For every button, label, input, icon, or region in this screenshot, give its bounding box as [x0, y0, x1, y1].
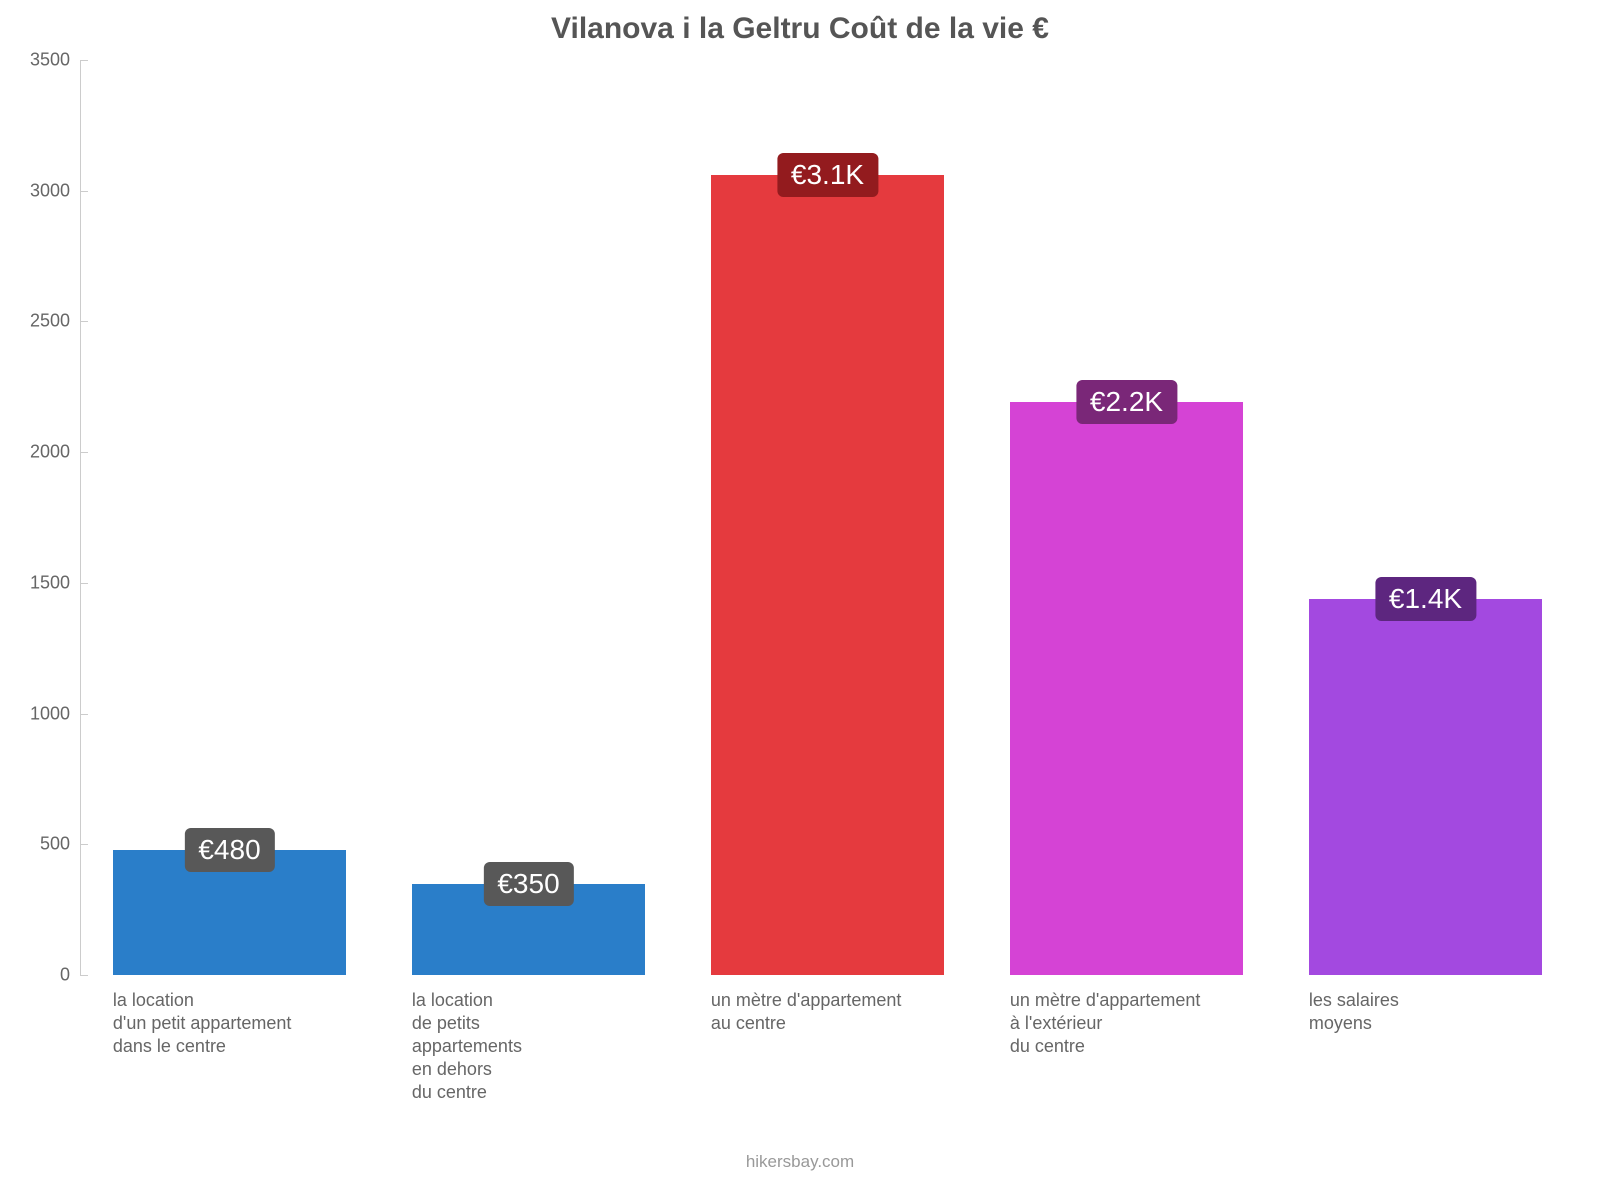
- x-category-label: un mètre d'appartement au centre: [711, 989, 902, 1035]
- y-tick-label: 3000: [30, 180, 70, 201]
- plot-area: €480€350€3.1K€2.2K€1.4K 0500100015002000…: [80, 60, 1575, 975]
- y-tick-label: 2000: [30, 442, 70, 463]
- y-tick-label: 3500: [30, 50, 70, 71]
- value-label: €3.1K: [777, 153, 878, 197]
- bar: [1010, 402, 1243, 975]
- y-tick-label: 0: [60, 965, 70, 986]
- x-category-label: un mètre d'appartement à l'extérieur du …: [1010, 989, 1201, 1058]
- bar: [1309, 599, 1542, 975]
- y-tick-line: [80, 975, 88, 976]
- y-tick-label: 2500: [30, 311, 70, 332]
- y-tick-line: [80, 60, 88, 61]
- y-tick-label: 500: [40, 834, 70, 855]
- value-label: €1.4K: [1375, 577, 1476, 621]
- x-category-label: la location de petits appartements en de…: [412, 989, 522, 1104]
- value-label: €480: [184, 828, 274, 872]
- x-category-label: la location d'un petit appartement dans …: [113, 989, 292, 1058]
- chart-title: Vilanova i la Geltru Coût de la vie €: [0, 12, 1600, 46]
- y-tick-label: 1000: [30, 703, 70, 724]
- value-label: €350: [483, 862, 573, 906]
- y-tick-line: [80, 714, 88, 715]
- y-tick-label: 1500: [30, 572, 70, 593]
- y-tick-line: [80, 583, 88, 584]
- y-tick-line: [80, 321, 88, 322]
- y-tick-line: [80, 191, 88, 192]
- bars-container: €480 €350 €3.1K €2.2K €1.4K: [80, 60, 1575, 975]
- x-category-label: les salaires moyens: [1309, 989, 1399, 1035]
- y-tick-line: [80, 844, 88, 845]
- y-tick-line: [80, 452, 88, 453]
- bar: [711, 175, 944, 975]
- attribution: hikersbay.com: [0, 1152, 1600, 1172]
- value-label: €2.2K: [1076, 380, 1177, 424]
- cost-of-living-chart: Vilanova i la Geltru Coût de la vie € €4…: [0, 0, 1600, 1200]
